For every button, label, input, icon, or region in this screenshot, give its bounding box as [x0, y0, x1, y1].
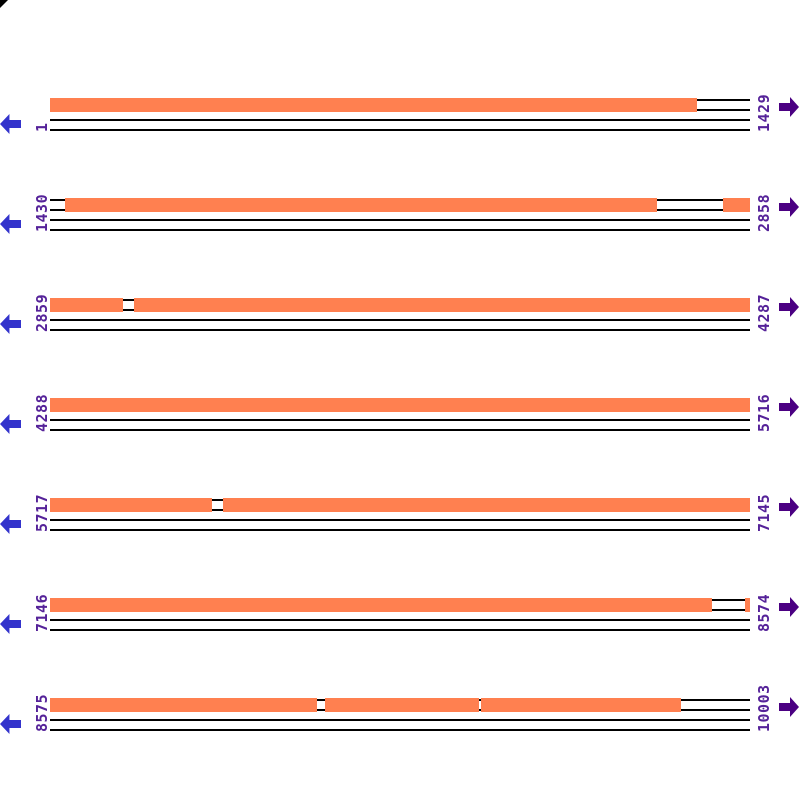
alignment-row: 1430 2858: [0, 194, 800, 298]
row-end-coordinate: 8574: [755, 593, 773, 632]
row-end-coordinate: 1429: [755, 93, 773, 132]
left-arrow-icon: [0, 314, 21, 334]
match-segment: [745, 598, 750, 612]
guide-line-lower: [50, 129, 750, 131]
match-segment: [50, 698, 317, 712]
guide-line-upper: [50, 419, 750, 421]
row-end-coordinate: 7145: [755, 493, 773, 532]
alignment-row: 5717 7145: [0, 494, 800, 598]
row-start-coordinate: 4288: [33, 393, 51, 432]
right-arrow-icon: [779, 397, 799, 417]
match-segment: [50, 598, 712, 612]
left-arrow-icon: [0, 414, 21, 434]
alignment-row: 4288 5716: [0, 394, 800, 498]
match-segment: [325, 698, 479, 712]
alignment-row: 8575 10003: [0, 684, 800, 798]
row-start-coordinate: 1430: [33, 193, 51, 232]
guide-line-upper: [50, 119, 750, 121]
guide-line-lower: [50, 229, 750, 231]
alignment-row: 7146 8574: [0, 594, 800, 698]
row-end-coordinate: 10003: [755, 684, 773, 732]
match-segment: [50, 298, 123, 312]
guide-line-upper: [50, 719, 750, 721]
row-end-coordinate: 4287: [755, 293, 773, 332]
match-segment: [223, 498, 750, 512]
guide-line-lower: [50, 529, 750, 531]
row-start-coordinate: 1: [33, 122, 51, 132]
guide-line-upper: [50, 519, 750, 521]
right-arrow-icon: [779, 497, 799, 517]
guide-line-lower: [50, 429, 750, 431]
left-arrow-icon: [0, 614, 21, 634]
match-segment: [65, 198, 657, 212]
guide-line-upper: [50, 619, 750, 621]
right-arrow-icon: [779, 697, 799, 717]
row-start-coordinate: 7146: [33, 593, 51, 632]
left-arrow-icon: [0, 514, 21, 534]
guide-line-upper: [50, 219, 750, 221]
right-arrow-icon: [779, 197, 799, 217]
right-arrow-icon: [779, 597, 799, 617]
row-start-coordinate: 2859: [33, 293, 51, 332]
guide-line-lower: [50, 329, 750, 331]
match-segment: [481, 698, 681, 712]
match-segment: [134, 298, 750, 312]
corner-glyph-fragment: [0, 0, 8, 8]
alignment-row: 2859 4287: [0, 294, 800, 398]
match-segment: [50, 498, 212, 512]
row-end-coordinate: 2858: [755, 193, 773, 232]
left-arrow-icon: [0, 714, 21, 734]
left-arrow-icon: [0, 114, 21, 134]
row-end-coordinate: 5716: [755, 393, 773, 432]
match-segment: [50, 398, 750, 412]
guide-line-upper: [50, 319, 750, 321]
match-segment: [50, 98, 697, 112]
guide-line-lower: [50, 729, 750, 731]
left-arrow-icon: [0, 214, 21, 234]
right-arrow-icon: [779, 97, 799, 117]
right-arrow-icon: [779, 297, 799, 317]
row-start-coordinate: 5717: [33, 493, 51, 532]
match-segment: [723, 198, 750, 212]
row-start-coordinate: 8575: [33, 693, 51, 732]
alignment-row: 1 1429: [0, 94, 800, 198]
guide-line-lower: [50, 629, 750, 631]
